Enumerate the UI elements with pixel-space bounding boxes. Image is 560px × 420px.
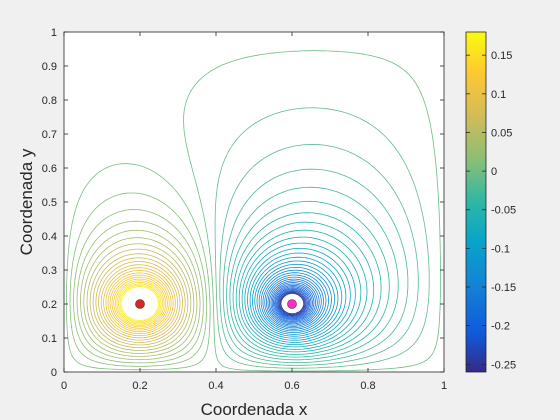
contour-level [76,220,201,361]
colorbar-tick-label: -0.05 [491,205,516,217]
contour-level [241,236,362,348]
contour-level [222,168,409,363]
contour-level [80,229,198,357]
contour-level [98,261,181,341]
contour-level [264,274,324,329]
colorbar-tick-label: 0.1 [491,89,506,101]
y-axis-ticks: 0 0.1 0.2 0.3 0.4 0.5 0.6 0.7 0.8 0.9 1 [42,27,444,379]
contour-level [100,264,178,339]
contour-level [183,50,441,372]
y-tick-label: 0.9 [42,61,57,73]
contour-level [66,163,211,371]
contour-level [83,237,195,354]
contour-level [256,263,335,335]
contour-level [262,272,327,330]
colorbar-tick-label: 0.15 [491,50,512,62]
contour-level [279,292,305,315]
contour-level [107,272,172,333]
colorbar-tick-label: 0 [491,166,497,178]
contour-level [105,270,174,335]
contour-level [113,278,167,328]
sink-marker [287,299,297,309]
x-tick-label: 0.2 [132,380,147,392]
contour-level [115,280,165,326]
y-tick-label: 0.6 [42,163,57,175]
y-tick-label: 0.4 [42,231,57,243]
source-marker [135,299,145,309]
colorbar-tick-label: -0.15 [491,282,516,294]
contour-level [270,282,316,323]
contour-level [269,280,318,325]
contour-level [274,286,312,320]
y-tick-label: 0.2 [42,299,57,311]
contour-level [73,209,204,364]
contour-level [235,221,375,353]
y-tick-label: 0.8 [42,95,57,107]
contour-level [280,293,305,315]
contour-level [277,289,308,318]
contour-level [278,290,307,317]
contour-level [249,252,347,341]
contour-level [219,144,419,366]
x-axis-label: Coordenada x [201,400,308,419]
contour-level [86,243,192,351]
y-axis-label: Coordenada y [17,148,36,255]
contour-level [103,267,176,337]
contour-level [260,269,329,332]
x-tick-label: 0.4 [208,380,223,392]
contour-level [275,287,311,319]
colorbar-gradient [465,31,487,373]
contour-level [258,267,332,333]
source-markers [135,299,297,309]
contour-level [232,212,382,355]
contour-level [244,242,356,345]
contour-level [109,274,170,331]
colorbar-tick-label: -0.1 [491,243,510,255]
colorbar-ticks: 0.15 0.1 0.05 0 -0.05 -0.1 -0.15 -0.2 -0.25 [466,50,516,371]
contour-level [92,253,186,346]
contour-level [271,283,315,322]
contour-lines [66,50,441,372]
contour-level [120,286,159,321]
y-tick-label: 0.3 [42,265,57,277]
colorbar-tick-label: -0.25 [491,359,516,371]
contour-level [254,260,339,337]
y-tick-label: 0.7 [42,129,57,141]
plot-area: 0 0.2 0.4 0.6 0.8 1 0 0.1 0.2 0.3 0.4 0.5 0.6 0.7 0.8… [42,27,447,392]
x-tick-label: 0.8 [360,380,375,392]
colorbar: 0.15 0.1 0.05 0 -0.05 -0.1 -0.15 -0.2 -0.25 [465,31,516,373]
y-tick-label: 0.1 [42,333,57,345]
contour-level [119,284,161,322]
colorbar-tick-label: -0.2 [491,321,510,333]
contour-level [111,276,168,329]
x-tick-label: 1 [441,380,447,392]
contour-level [273,285,313,321]
y-tick-label: 0 [51,367,57,379]
x-tick-label: 0.6 [284,380,299,392]
y-tick-label: 0.5 [42,197,57,209]
colorbar-tick-label: 0.05 [491,127,512,139]
x-tick-label: 0 [61,380,67,392]
contour-level [226,186,399,361]
y-tick-label: 1 [51,27,57,39]
contour-level [69,192,208,367]
contour-level [118,283,162,324]
x-axis-ticks: 0 0.2 0.4 0.6 0.8 1 [61,32,447,392]
contour-level [89,248,189,349]
contour-level [247,248,351,343]
plot-background [64,32,444,372]
contour-level [238,229,368,350]
contour-level [276,288,309,318]
contour-level [278,291,306,316]
contour-level [214,107,430,369]
contour-level [116,282,163,325]
contour-level [229,200,390,358]
contour-level [267,278,320,326]
contour-level [95,257,183,343]
contour-level [266,276,322,327]
contour-level [252,256,343,339]
